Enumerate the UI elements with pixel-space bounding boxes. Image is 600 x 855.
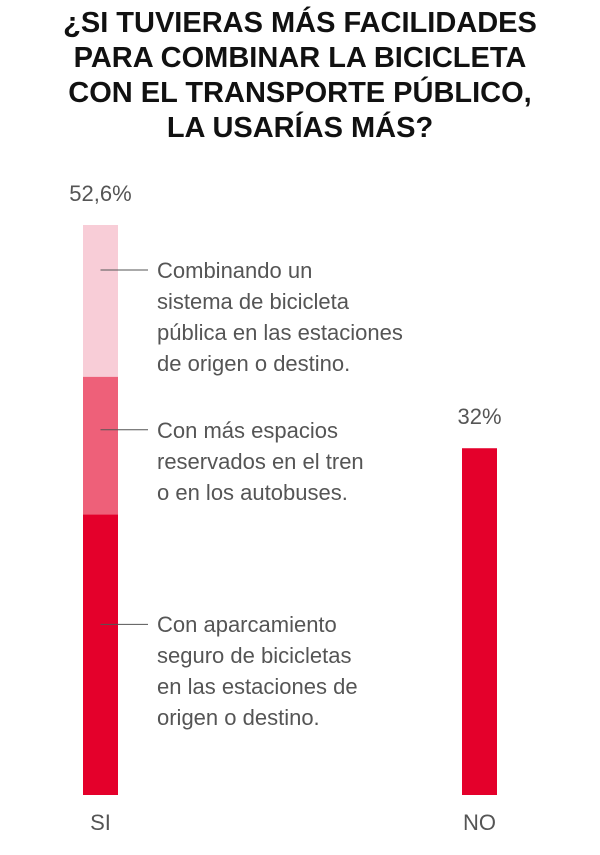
segment-label: Con más espacios reservados en el tren o…: [157, 417, 364, 505]
x-tick-label: SI: [90, 810, 111, 835]
bar-segment: [83, 376, 118, 515]
segment-label: Combinando un sistema de bicicleta públi…: [157, 258, 403, 376]
bar-segment: [83, 514, 118, 795]
title-line: PARA COMBINAR LA BICICLETA: [73, 42, 527, 74]
title-line: ¿SI TUVIERAS MÁS FACILIDADES: [63, 7, 537, 39]
x-tick-label: NO: [463, 810, 496, 835]
bar: [462, 448, 497, 795]
chart-title: ¿SI TUVIERAS MÁS FACILIDADES PARA COMBIN…: [0, 6, 600, 146]
segment-label: Con aparcamiento seguro de bicicletas en…: [157, 612, 358, 731]
title-line: CON EL TRANSPORTE PÚBLICO,: [68, 77, 532, 109]
bar-segment: [83, 225, 118, 377]
value-label: 32%: [457, 404, 501, 429]
value-label: 52,6%: [69, 181, 131, 206]
title-line: LA USARÍAS MÁS?: [166, 112, 434, 144]
